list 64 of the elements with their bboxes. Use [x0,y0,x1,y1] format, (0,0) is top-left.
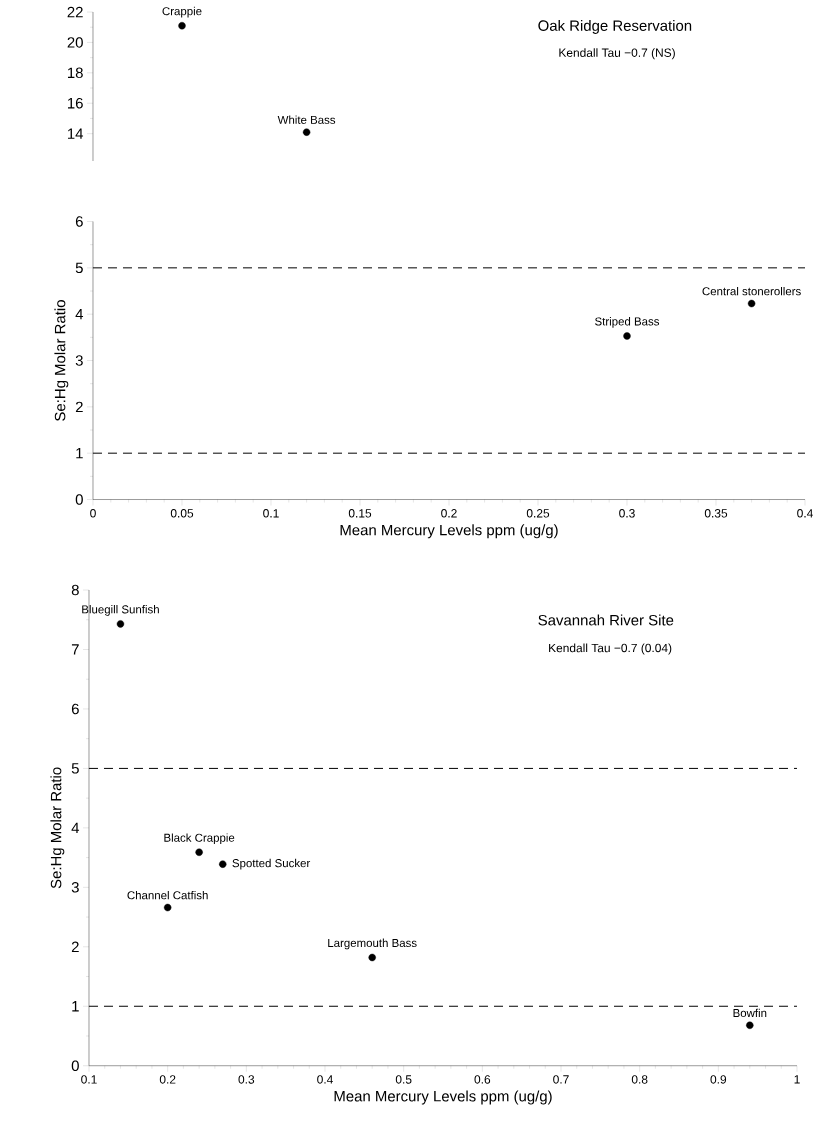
y-tick-label: 5 [71,763,79,774]
x-axis-title: Mean Mercury Levels ppm (ug/g) [334,1090,552,1105]
x-tick-label: 0.1 [263,509,279,518]
point [195,848,203,856]
x-tick-label: 0.15 [348,509,372,518]
x-tick-label: 0.2 [159,1075,176,1084]
y-tick-label: 16 [68,97,83,109]
y-tick-label: 4 [71,822,80,834]
x-tick-label: 0.3 [238,1075,255,1084]
y-tick-label: 14 [68,128,84,139]
x-tick-label: 0.35 [704,509,728,518]
x-axis-title: Mean Mercury Levels ppm (ug/g) [340,524,558,539]
text: Kendall Tau −0.7 (0.04) [549,643,672,655]
text: Savannah River Site [538,614,674,626]
text: Kendall Tau −0.7 (NS) [559,48,675,60]
point [219,860,227,868]
annotation: Striped Bass [595,317,660,328]
x-tick-label: 0.3 [619,509,635,518]
y-tick-label: 6 [71,703,79,715]
y-tick-label: 3 [75,355,83,366]
x-tick-label: 0.9 [710,1075,727,1084]
x-tick-label: 0 [90,509,96,518]
y-tick-label: 6 [75,216,83,227]
y-tick-label: 8 [71,584,79,596]
y-tick-label: 7 [71,644,79,655]
y-tick-label: 1 [76,448,83,459]
y-axis-title: Se:Hg Molar Ratio [50,767,65,889]
y-axis-title: Se:Hg Molar Ratio [54,300,69,421]
chart-title: Oak Ridge Reservation [538,19,692,34]
point [368,953,376,962]
y-tick-label: 5 [75,262,83,274]
annotation: Central stonerollers [702,286,801,296]
x-tick-label: 0.2 [441,509,457,518]
annotation: Spotted Sucker [232,858,311,870]
annotation: Largemouth Bass [328,938,417,950]
y-tick-label: 18 [68,67,83,79]
x-tick-label: 0.7 [553,1075,569,1084]
x-tick-label: 0.5 [395,1075,412,1084]
x-tick-label: 0.1 [81,1075,97,1084]
y-tick-label: 20 [67,37,83,48]
y-tick-label: 4 [75,309,84,320]
x-tick-label: 0.4 [797,509,813,518]
x-tick-label: 0.8 [631,1075,648,1084]
y-tick-label: 2 [75,401,83,413]
point [746,1021,754,1029]
y-tick-label: 0 [75,494,83,505]
point [163,903,172,912]
x-tick-label: 0.25 [526,509,550,518]
y-tick-label: 0 [71,1060,79,1071]
annotation: White Bass [277,115,336,124]
x-tick-label: 0.6 [474,1075,491,1084]
annotation: Bluegill Sunfish [82,605,159,616]
y-tick-label: 1 [72,1001,79,1012]
x-tick-label: 0.05 [170,509,194,518]
annotation: Black Crappie [164,833,235,845]
y-tick-label: 22 [67,6,83,18]
y-tick-label: 3 [71,882,79,893]
point [116,620,125,628]
x-tick-label: 1 [794,1075,800,1084]
x-tick-label: 0.4 [317,1075,333,1084]
annotation: Bowfin [733,1008,767,1018]
annotation: Crappie [162,6,202,18]
annotation: Channel Catfish [127,890,208,900]
y-tick-label: 2 [71,941,79,953]
